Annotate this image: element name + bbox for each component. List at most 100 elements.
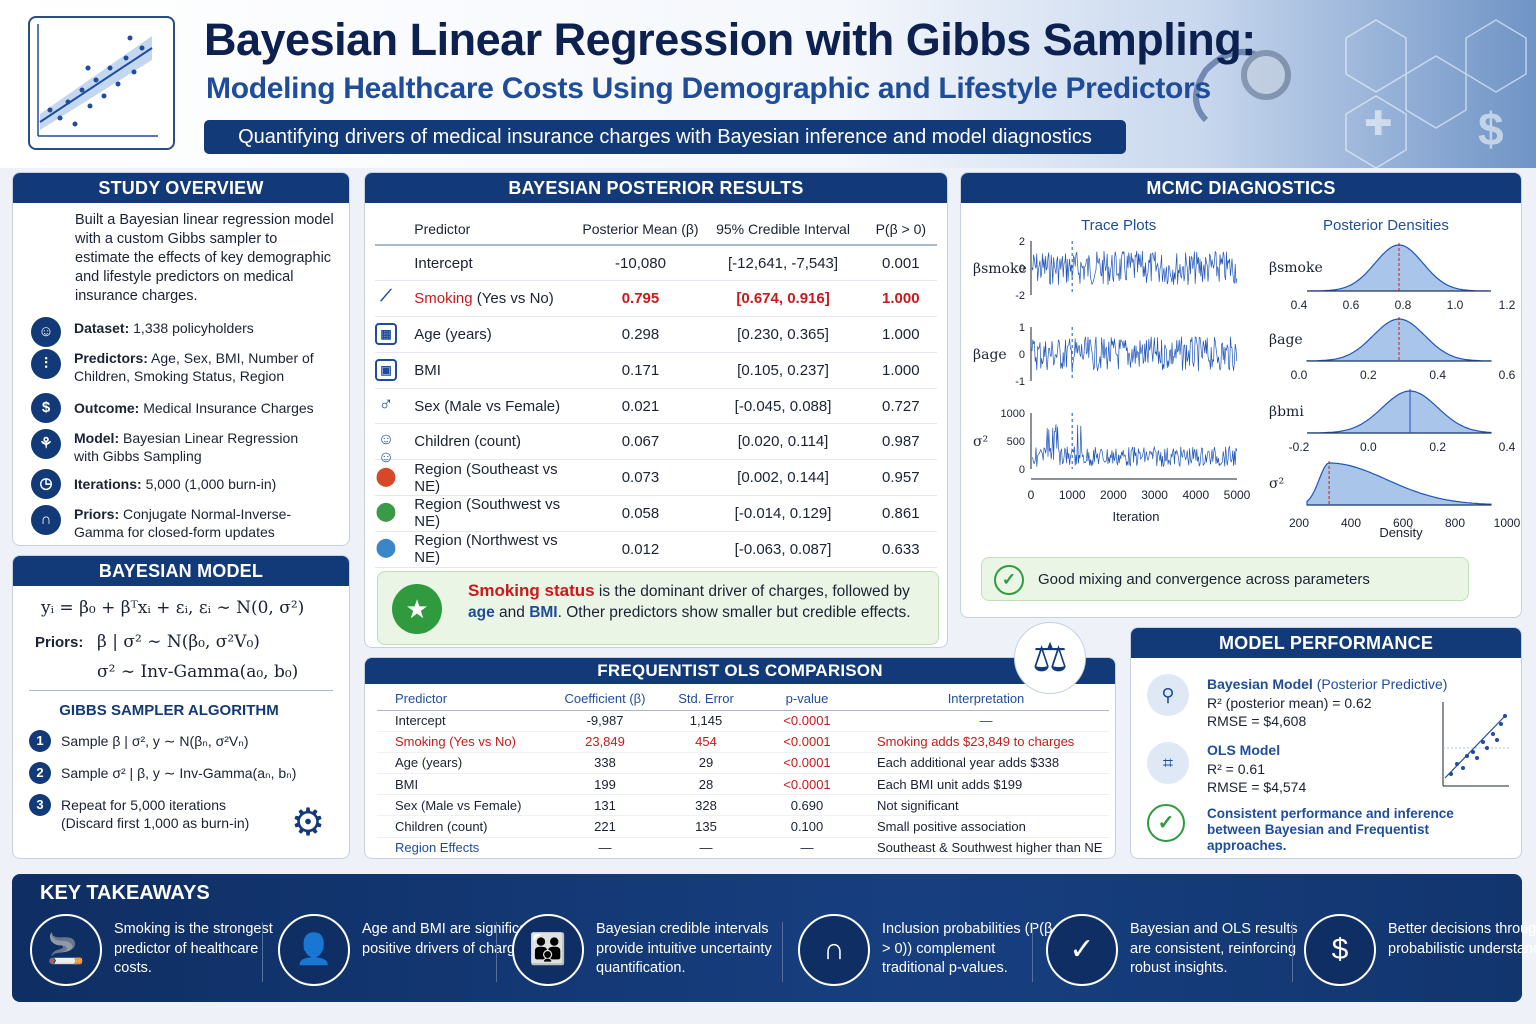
step-3-note: (Discard first 1,000 as burn-in) [61, 815, 250, 831]
scale-icon: ▣ [375, 359, 397, 382]
page-title: Bayesian Linear Regression with Gibbs Sa… [204, 14, 1256, 65]
convergence-note: ✓ Good mixing and convergence across par… [981, 557, 1469, 601]
col-prob: P(β > 0) [864, 213, 937, 246]
check-circle-icon: ✓ [994, 565, 1024, 595]
trace-label: σ² [973, 434, 988, 450]
density-tick-label: 0.4 [1499, 440, 1516, 454]
clock-icon: ◷ [31, 469, 61, 499]
pin-red-icon: ⬤ [375, 465, 397, 486]
density-label: σ² [1269, 476, 1284, 492]
predicted-vs-actual-thumbnail [1442, 702, 1509, 787]
key-takeaways-panel: KEY TAKEAWAYS 🚬 Smoking is the strongest… [12, 874, 1536, 1002]
density-tick-label: 0.4 [1429, 368, 1446, 382]
trace-series-line [1031, 336, 1238, 372]
table-row: ⬤ Region (Southeast vs NE) 0.073 [0.002,… [375, 459, 937, 497]
step-1-badge: 1 [29, 730, 51, 752]
density-tick-label: 600 [1393, 516, 1413, 530]
check-circle-icon: ✓ [1147, 804, 1185, 842]
study-overview-title: STUDY OVERVIEW [13, 173, 349, 203]
step-3-badge: 3 [29, 794, 51, 816]
density-tick-label: 800 [1445, 516, 1465, 530]
divider [262, 922, 263, 982]
trace-x-tick-label: 0 [1028, 488, 1035, 502]
divider [1032, 922, 1033, 982]
key-finding-callout: ★ Smoking status is the dominant driver … [377, 571, 939, 645]
trace-series-line [1031, 250, 1238, 286]
step-1-text: Sample β | σ², y ∼ N(βₙ, σ²Vₙ) [61, 733, 249, 749]
trace-label: βsmoke [973, 261, 1027, 277]
table-row: BMI 199 28 <0.0001 Each BMI unit adds $199 [377, 773, 1109, 796]
table-row: Intercept -9,987 1,145 <0.0001— [377, 710, 1109, 732]
density-tick-label: 200 [1289, 516, 1309, 530]
table-row: Region Effects — — — Southeast & Southwest h… [377, 837, 1109, 858]
model-performance-panel: MODEL PERFORMANCE ⚲ Bayesian Model (Post… [1130, 627, 1522, 859]
calendar-icon: ▦ [375, 323, 397, 346]
density-curve [1306, 390, 1492, 434]
density-tick-label: 0.2 [1429, 440, 1446, 454]
divider [496, 922, 497, 982]
pin-blue-icon: ⬤ [375, 537, 397, 558]
col-predictor: Predictor [414, 213, 580, 246]
network-icon: ⚘ [31, 429, 61, 459]
page-tagline: Quantifying drivers of medical insurance… [204, 120, 1126, 154]
step-2-text: Sample σ² | β, y ∼ Inv-Gamma(aₙ, bₙ) [61, 765, 297, 781]
ols-rmse: RMSE = $4,574 [1207, 779, 1307, 795]
priors-label: Priors: [35, 634, 84, 651]
table-row: Intercept -10,080 [-12,641, -7,543] 0.00… [375, 245, 937, 282]
trace-tick-label: 2 [1019, 236, 1025, 248]
trace-series-line [1032, 424, 1238, 468]
density-tick-label: 1.0 [1447, 298, 1464, 312]
density-tick-label: -0.2 [1289, 440, 1310, 454]
trace-tick-label: -2 [1015, 290, 1025, 302]
person-icon: 👤 [278, 914, 350, 986]
consistency-note: Consistent performance and inference bet… [1207, 806, 1454, 853]
trace-tick-label: 1000 [1001, 408, 1025, 420]
table-row: ☺☺ Children (count) 0.067 [0.020, 0.114]… [375, 423, 937, 466]
page-subtitle: Modeling Healthcare Costs Using Demograp… [206, 72, 1211, 105]
cross-icon: ✚ [1364, 105, 1393, 143]
density-tick-label: 0.6 [1499, 368, 1516, 382]
table-row: ♂ Sex (Male vs Female) 0.021 [-0.045, 0.… [375, 388, 937, 425]
ols-table: Predictor Coefficient (β) Std. Error p-v… [377, 688, 1109, 858]
trace-plots-title: Trace Plots [1081, 217, 1157, 234]
bayes-model-title: Bayesian Model (Posterior Predictive) [1207, 676, 1448, 692]
trace-tick-label: 0 [1019, 263, 1025, 275]
prior-sigma: σ² ∼ Inv-Gamma(a₀, b₀) [97, 662, 299, 682]
group-icon: 👪 [512, 914, 584, 986]
density-curve [1306, 462, 1492, 506]
gibbs-title: GIBBS SAMPLER ALGORITHM [59, 702, 279, 719]
study-overview-panel: STUDY OVERVIEW Built a Bayesian linear r… [12, 172, 350, 546]
balance-scale-icon: ⚖ [1014, 622, 1086, 694]
dollar-icon: $ [1478, 103, 1504, 155]
mcmc-title: MCMC DIAGNOSTICS [961, 173, 1521, 203]
ols-title: FREQUENTIST OLS COMPARISON [365, 658, 1115, 684]
mcmc-diagnostics-panel: MCMC DIAGNOSTICS Trace Plots Posterior D… [960, 172, 1522, 618]
divider [782, 922, 783, 982]
table-row: ⬤ Region (Southwest vs NE) 0.058 [-0.014… [375, 495, 937, 532]
table-row: ⟋ Smoking (Yes vs No) 0.795 [0.674, 0.91… [375, 280, 937, 318]
posterior-table: Predictor Posterior Mean (β) 95% Credibl… [375, 213, 937, 568]
stethoscope-icon [1193, 49, 1291, 123]
step-2-badge: 2 [29, 762, 51, 784]
bell-curve-icon: ∩ [798, 914, 870, 986]
sliders-icon: ⫶ [31, 349, 61, 379]
cigarette-icon: ⟋ [380, 287, 392, 305]
trace-x-label: Iteration [1113, 509, 1160, 524]
bayes-r2: R² (posterior mean) = 0.62 [1207, 695, 1372, 711]
table-row: ▦ Age (years) 0.298 [0.230, 0.365] 1.000 [375, 316, 937, 353]
bayesian-model-title: BAYESIAN MODEL [13, 556, 349, 586]
ols-model-title: OLS Model [1207, 742, 1281, 758]
trace-x-tick-label: 4000 [1182, 488, 1209, 502]
dollar-icon: $ [1304, 914, 1376, 986]
density-tick-label: 0.0 [1360, 440, 1377, 454]
trace-tick-label: 1 [1019, 322, 1025, 334]
col-mean: Posterior Mean (β) [579, 213, 702, 246]
divider [1292, 922, 1293, 982]
density-tick-label: 400 [1341, 516, 1361, 530]
table-row: ⬤ Region (Northwest vs NE) 0.012 [-0.063… [375, 531, 937, 568]
col-ci: 95% Credible Interval [701, 213, 865, 246]
people-icon: ☺ [31, 317, 61, 347]
medical-hex-decoration: ✚ $ [1193, 19, 1527, 168]
performance-title: MODEL PERFORMANCE [1131, 628, 1521, 658]
regression-logo [28, 16, 175, 150]
